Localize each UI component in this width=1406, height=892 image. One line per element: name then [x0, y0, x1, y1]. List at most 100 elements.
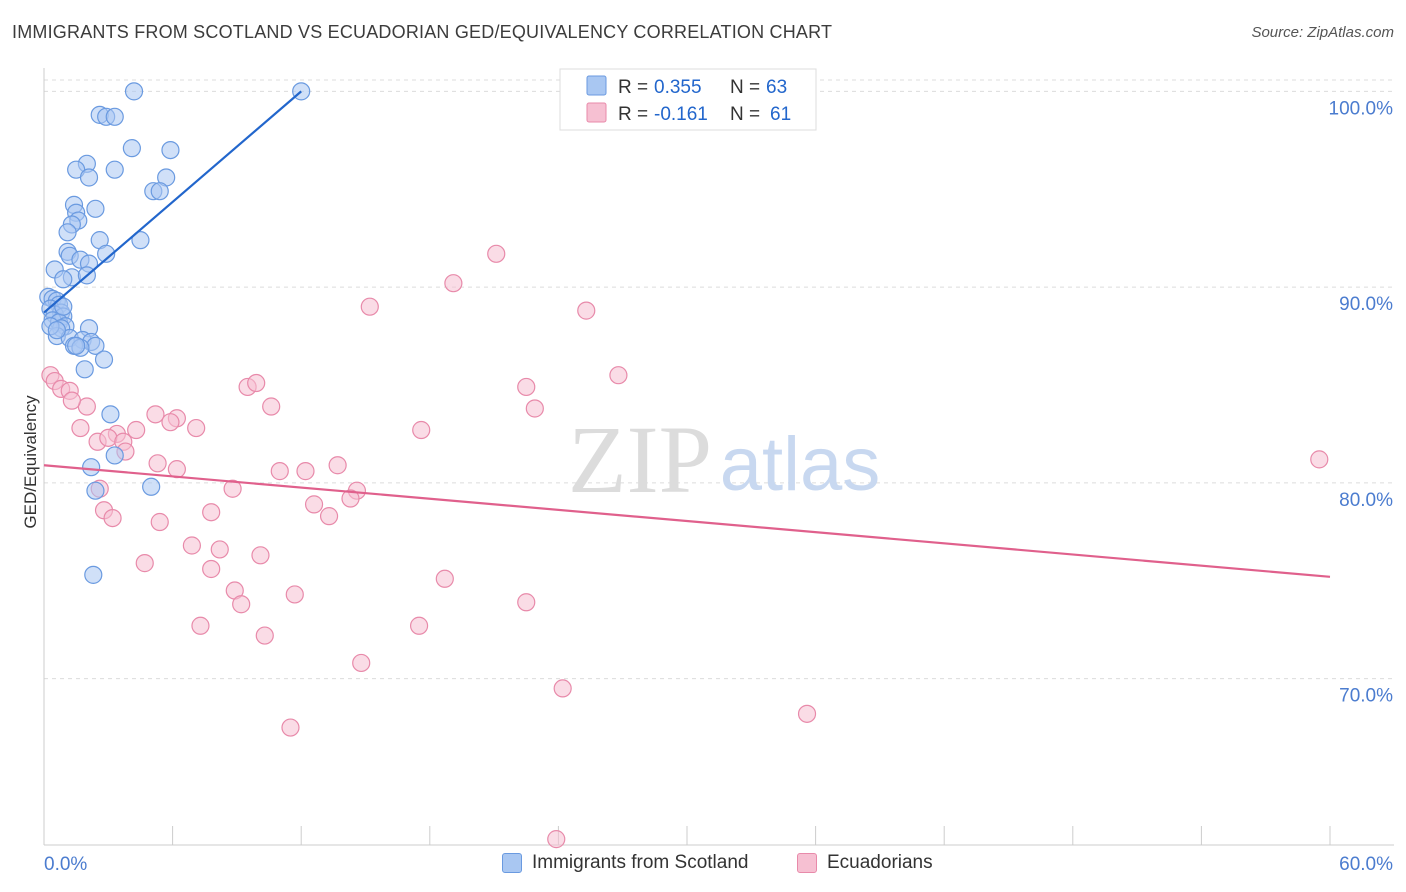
scotland-point-19 [58, 223, 77, 242]
ecuadorians-point-20 [247, 373, 266, 393]
legend-item-scotland: Immigrants from Scotland [502, 852, 748, 874]
legend-swatch-scotland [502, 853, 522, 873]
ecuadorians-point-37 [210, 540, 229, 559]
trend-lines [43, 90, 1331, 578]
ecuadorians-point-24 [328, 456, 347, 475]
scotland-point-0 [124, 82, 144, 101]
y-tick-labels: 70.0% 80.0% 90.0% 100.0% [1329, 98, 1394, 706]
ecuadorians-point-31 [103, 508, 122, 528]
ecuadorians-point-16 [187, 418, 206, 438]
legend-label-ecuadorians: Ecuadorians [827, 852, 933, 873]
scotland-point-13 [150, 182, 169, 201]
ecuadorians-point-5 [62, 391, 81, 410]
legend-series: Immigrants from Scotland Ecuadorians [0, 852, 1406, 878]
legend-r-label-blue: R = [618, 77, 648, 98]
series-immigrants-from-scotland [39, 82, 311, 584]
scotland-point-52 [75, 360, 94, 379]
ecuadorians-point-50 [517, 377, 536, 397]
legend-swatch-ecuadorians [797, 853, 817, 873]
legend-swatch-blue [586, 75, 607, 96]
ecuadorians-point-53 [435, 569, 454, 588]
scotland-point-10 [79, 168, 99, 187]
ecuadorians-point-9 [99, 428, 118, 447]
legend-n-value-blue: 63 [766, 77, 787, 98]
y-axis-label: GED/Equivalency [21, 395, 40, 529]
watermark-zip: ZIP [568, 406, 712, 513]
scotland-point-53 [101, 405, 120, 424]
scotland-point-58 [84, 565, 103, 584]
ecuadorians-point-32 [150, 512, 169, 532]
scotland-point-21 [131, 231, 150, 250]
ecuadorians-point-48 [577, 301, 596, 320]
ecuadorians-point-33 [202, 503, 221, 522]
ecuadorians-point-49 [609, 366, 628, 385]
ecuadorians-point-23 [296, 462, 315, 481]
y-tick-label-0: 70.0% [1339, 686, 1393, 707]
ecuadorians-point-61 [1310, 450, 1329, 469]
ecuadorians-point-58 [281, 718, 300, 737]
ecuadorians-point-11 [127, 420, 146, 440]
ecuadorians-point-39 [251, 546, 270, 565]
y-tick-label-2: 90.0% [1339, 294, 1393, 315]
ecuadorians-point-36 [182, 536, 201, 555]
ecuadorians-point-46 [444, 274, 463, 293]
ecuadorians-point-41 [232, 595, 251, 614]
ecuadorians-point-18 [167, 460, 186, 479]
ecuadorians-point-35 [135, 554, 154, 573]
legend-stats: R = 0.355 N = 63 R = -0.161 N = 61 [559, 68, 817, 131]
scotland-point-54 [105, 446, 124, 465]
ecuadorians-trend-line [43, 464, 1331, 578]
ecuadorians-point-21 [262, 397, 281, 416]
ecuadorians-point-15 [161, 413, 180, 432]
scotland-point-29 [54, 270, 73, 289]
legend-swatch-pink [586, 102, 607, 123]
scotland-point-55 [82, 458, 101, 477]
watermark: ZIP atlas [568, 406, 880, 513]
x-tick-labels: 0.0% 60.0% [44, 854, 1393, 875]
ecuadorians-point-17 [148, 454, 167, 473]
scotland-point-56 [142, 477, 161, 496]
ecuadorians-point-43 [191, 616, 210, 635]
x-tick-label-1: 60.0% [1339, 854, 1393, 875]
x-tick-label-0: 0.0% [44, 854, 87, 875]
scotland-point-6 [161, 140, 180, 160]
scotland-point-23 [97, 244, 116, 263]
legend-r-value-pink: -0.161 [654, 104, 708, 125]
y-tick-label-3: 100.0% [1329, 98, 1394, 119]
series-ecuadorians [41, 244, 1329, 849]
scotland-point-4 [105, 107, 124, 126]
legend-item-ecuadorians: Ecuadorians [797, 852, 933, 874]
ecuadorians-point-34 [223, 479, 242, 498]
ecuadorians-point-38 [202, 559, 221, 579]
ecuadorians-point-51 [525, 399, 544, 418]
ecuadorians-point-56 [352, 653, 371, 673]
source-credit: Source: ZipAtlas.com [1251, 24, 1394, 41]
scotland-point-9 [105, 160, 124, 179]
watermark-atlas: atlas [720, 422, 881, 507]
ecuadorians-point-6 [71, 418, 90, 438]
scotland-point-61 [67, 336, 86, 355]
scotland-point-62 [54, 297, 73, 316]
scotland-point-60 [47, 321, 66, 340]
legend-r-value-blue: 0.355 [654, 77, 702, 98]
ecuadorians-point-47 [487, 244, 506, 263]
legend-n-label-pink: N = [730, 104, 760, 125]
scotland-point-15 [86, 199, 105, 218]
ecuadorians-point-28 [319, 507, 339, 526]
ecuadorians-point-59 [547, 830, 566, 849]
ecuadorians-point-42 [285, 585, 304, 604]
legend-n-label-blue: N = [730, 77, 760, 98]
ecuadorians-point-55 [517, 593, 536, 612]
scotland-trend-line [43, 90, 302, 314]
scotland-point-57 [86, 481, 105, 500]
scotland-point-51 [94, 350, 114, 369]
ecuadorians-point-13 [146, 405, 165, 424]
ecuadorians-point-52 [412, 420, 431, 440]
legend-n-value-pink: 61 [770, 104, 791, 125]
ecuadorians-point-45 [360, 297, 379, 316]
ecuadorians-point-22 [270, 462, 289, 481]
legend-label-scotland: Immigrants from Scotland [532, 852, 749, 873]
ecuadorians-point-44 [255, 626, 274, 645]
scotland-point-5 [122, 139, 141, 158]
chart-title: IMMIGRANTS FROM SCOTLAND VS ECUADORIAN G… [12, 22, 833, 42]
